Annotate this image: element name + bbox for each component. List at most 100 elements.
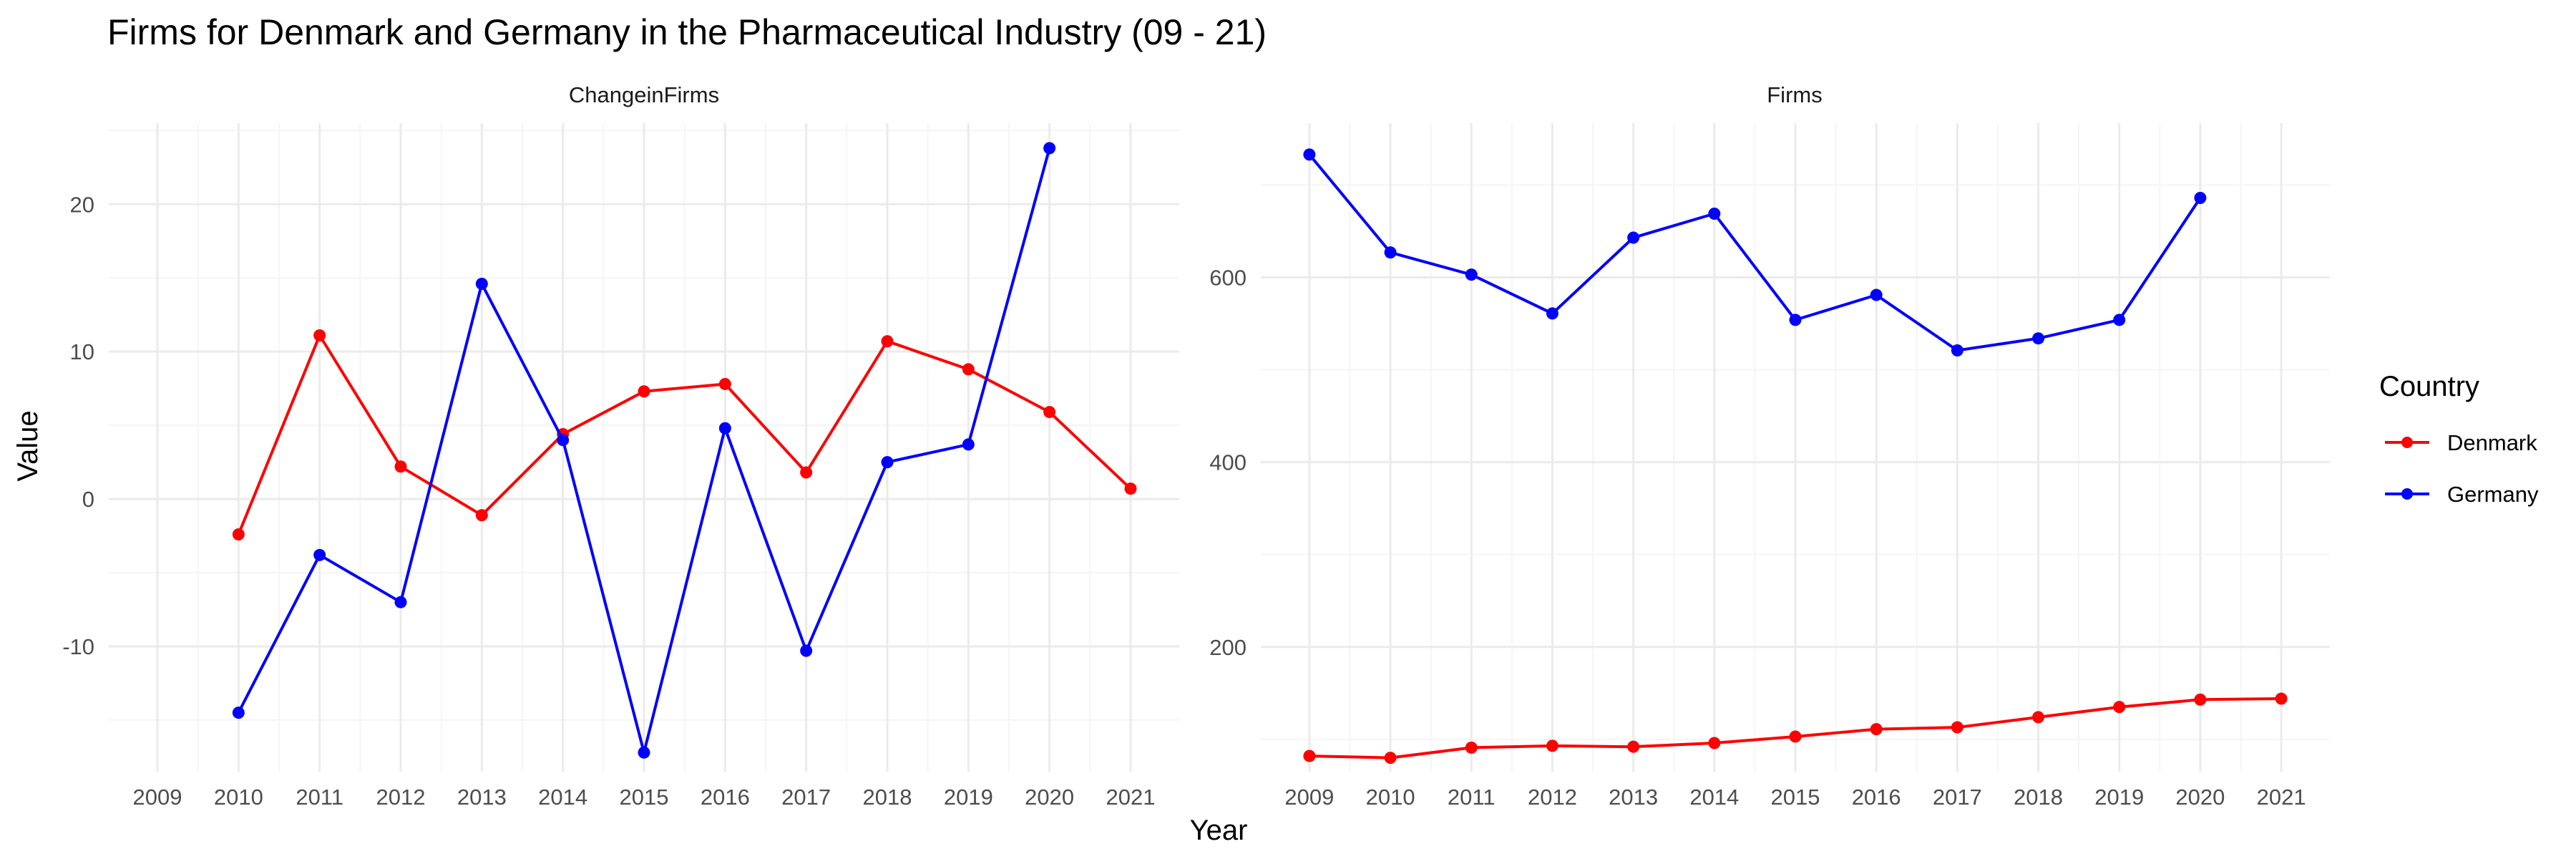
x-tick-label: 2012 (376, 785, 426, 810)
data-point-denmark (638, 385, 650, 398)
series-group (1303, 148, 2288, 765)
data-point-germany (313, 548, 326, 561)
x-tick-label: 2017 (1933, 785, 1982, 810)
data-point-germany (2194, 192, 2207, 205)
x-tick-label: 2019 (944, 785, 993, 810)
data-point-denmark (962, 363, 975, 376)
y-axis-title: Value (12, 410, 44, 481)
data-point-germany (475, 277, 488, 290)
x-tick-label: 2018 (863, 785, 912, 810)
x-axis-title: Year (1190, 815, 1248, 846)
data-point-germany (394, 596, 407, 608)
y-tick-label: 400 (1209, 450, 1246, 475)
y-tick-label: 10 (70, 339, 94, 364)
data-point-germany (1789, 314, 1802, 326)
data-point-denmark (1708, 737, 1721, 749)
series-group (232, 142, 1137, 759)
x-tick-labels: 2009 2010 2011 2012 2013 2014 2015 2016 2017 2018… (1284, 785, 2306, 810)
data-point-germany (1043, 142, 1056, 155)
x-tick-label: 2010 (214, 785, 263, 810)
x-tick-label: 2013 (1609, 785, 1658, 810)
x-tick-label: 2011 (296, 785, 343, 810)
x-tick-label: 2020 (1025, 785, 1074, 810)
data-point-germany (557, 434, 570, 447)
x-tick-label: 2019 (2094, 785, 2144, 810)
data-point-denmark (313, 329, 326, 342)
x-tick-label: 2009 (133, 785, 182, 810)
legend-title: Country (2379, 371, 2479, 402)
data-point-denmark (718, 377, 731, 390)
data-point-denmark (881, 335, 894, 348)
data-point-germany (1708, 207, 1721, 220)
x-tick-label: 2010 (1366, 785, 1415, 810)
data-point-germany (881, 456, 894, 469)
data-point-denmark (2194, 693, 2207, 706)
panel-firms: Firms 200 400 600 2009 2010 2011 2012 2013 2014… (1209, 82, 2330, 810)
data-point-germany (638, 746, 650, 759)
series-denmark (232, 329, 1137, 540)
data-point-denmark (2275, 692, 2288, 705)
grid (1261, 123, 2330, 772)
data-point-germany (962, 438, 975, 451)
series-germany (232, 142, 1056, 759)
y-tick-label: 200 (1209, 635, 1246, 660)
data-point-denmark (232, 528, 245, 540)
x-tick-label: 2014 (1689, 785, 1739, 810)
x-tick-label: 2020 (2175, 785, 2225, 810)
x-tick-label: 2018 (2014, 785, 2063, 810)
data-point-germany (1384, 246, 1397, 259)
data-point-germany (232, 707, 245, 719)
data-point-germany (1546, 307, 1558, 320)
series-line-denmark (237, 334, 1132, 535)
data-point-denmark (1546, 739, 1558, 752)
x-tick-label: 2021 (2257, 785, 2306, 810)
x-tick-labels: 2009 2010 2011 2012 2013 2014 2015 2016 2017 2018… (133, 785, 1156, 810)
data-point-denmark (1384, 752, 1397, 765)
legend-key-point (2401, 437, 2413, 448)
data-point-denmark (1303, 749, 1316, 762)
data-point-germany (1870, 288, 1883, 301)
x-tick-label: 2014 (538, 785, 587, 810)
chart-title: Firms for Denmark and Germany in the Pha… (107, 12, 1267, 52)
x-tick-label: 2015 (620, 785, 669, 810)
x-tick-label: 2016 (701, 785, 750, 810)
panel-strip-label: ChangeinFirms (569, 82, 719, 107)
data-point-denmark (1465, 741, 1478, 754)
legend-item-denmark: Denmark (2385, 430, 2537, 455)
data-point-germany (1465, 268, 1478, 281)
data-point-denmark (1870, 723, 1883, 736)
legend-label: Denmark (2447, 430, 2537, 455)
series-line-germany (1308, 153, 2202, 352)
data-point-denmark (1124, 482, 1137, 495)
x-tick-label: 2016 (1852, 785, 1901, 810)
x-tick-label: 2009 (1284, 785, 1334, 810)
y-tick-label: -10 (62, 634, 94, 659)
data-point-germany (2113, 314, 2126, 326)
data-point-denmark (394, 460, 407, 473)
legend: Country Denmark Germany (2379, 371, 2539, 507)
legend-key-point (2401, 488, 2413, 500)
data-point-germany (1627, 231, 1640, 244)
data-point-germany (800, 644, 813, 657)
data-point-denmark (2032, 711, 2045, 724)
x-tick-label: 2017 (781, 785, 831, 810)
data-point-denmark (1789, 730, 1802, 743)
series-denmark (1303, 692, 2288, 765)
x-tick-label: 2011 (1448, 785, 1496, 810)
x-tick-label: 2013 (457, 785, 507, 810)
y-tick-label: 0 (82, 487, 94, 512)
legend-label: Germany (2447, 482, 2539, 507)
x-tick-label: 2015 (1771, 785, 1820, 810)
x-tick-label: 2012 (1528, 785, 1577, 810)
series-germany (1303, 148, 2207, 356)
data-point-germany (718, 422, 731, 435)
data-point-denmark (475, 509, 488, 522)
data-point-germany (2032, 332, 2045, 345)
y-tick-label: 20 (70, 192, 94, 217)
data-point-denmark (1951, 721, 1963, 734)
x-tick-label: 2021 (1106, 785, 1156, 810)
data-point-denmark (2113, 701, 2126, 714)
data-point-germany (1303, 148, 1316, 161)
